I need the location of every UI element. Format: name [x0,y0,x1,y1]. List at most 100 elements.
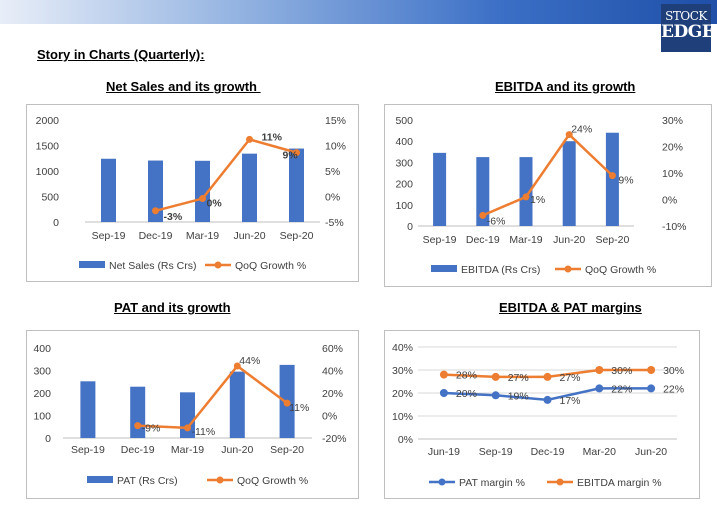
data-label: 11% [289,402,309,414]
line-point [543,372,552,381]
legend-label: QoQ Growth % [235,260,306,272]
margins-chart-svg: 40% 30% 20% 10% 0% Jun-19 Sep-19 Dec-19 Mar-20 Ju… [392,342,684,489]
x-tick-label: Jun-20 [553,234,585,246]
x-tick-label: Sep-19 [92,230,126,242]
data-label: 28% [456,370,477,382]
net-sales-chart-svg: 2000 1500 1000 500 0 15% 10% 5% 0% -5% Sep-19 Dec-1… [36,115,346,272]
ebitda-chart-svg: 500 400 300 200 100 0 30% 20% 10% 0% -10% Sep-19 Dec… [395,115,687,276]
data-label: -3% [164,211,183,223]
line-point [565,131,573,139]
data-label: 20% [456,388,477,400]
x-tick-label: Sep-20 [270,444,304,456]
y2-tick-label: -10% [662,221,687,233]
bar [148,160,163,222]
legend-label: QoQ Growth % [237,475,308,487]
ebitda-chart-title: EBITDA and its growth [495,79,636,94]
line-point [439,370,448,379]
legend-marker [564,265,572,273]
x-tick-label: Mar-19 [509,234,542,246]
y2-tick-label: 30% [662,115,683,127]
header-bar [0,0,717,24]
bar [519,157,533,226]
y2-tick-label: 40% [322,366,343,378]
stockedge-logo: STOCK EDGE [661,4,715,52]
data-label: 22% [611,383,632,395]
net-sales-chart-title: Net Sales and its growth [106,79,261,94]
data-label: 44% [239,355,260,367]
legend-label: PAT margin % [459,477,525,489]
pat-chart-title: PAT and its growth [114,300,231,315]
ebitda-chart: 500 400 300 200 100 0 30% 20% 10% 0% -10% Sep-19 Dec… [384,104,712,287]
margins-chart: 40% 30% 20% 10% 0% Jun-19 Sep-19 Dec-19 Mar-20 Ju… [384,330,700,499]
y-tick-label: 200 [395,179,413,191]
line-point [543,395,552,404]
data-label: -6% [487,215,506,227]
bar [195,160,210,222]
bar [242,153,257,222]
margins-chart-title: EBITDA & PAT margins [499,300,642,315]
line-point [608,172,616,180]
x-tick-label: Jun-20 [233,230,265,242]
legend-marker [214,261,222,269]
y2-tick-label: 10% [325,141,346,153]
x-tick-label: Dec-19 [139,230,173,242]
x-tick-label: Mar-20 [583,446,616,458]
y-tick-label: 300 [395,157,413,169]
line-point [522,193,530,201]
y-tick-label: 1000 [36,166,60,178]
bar [229,371,245,438]
bar [289,148,304,222]
data-label: 9% [283,150,299,162]
y-tick-label: 20% [392,388,413,400]
data-label: 9% [618,175,633,187]
y2-tick-label: 15% [325,115,346,127]
legend-label: PAT (Rs Crs) [117,475,178,487]
bar [562,141,576,226]
data-label: 27% [508,372,529,384]
pat-chart-svg: 400 300 200 100 0 60% 40% 20% 0% -20% Sep-19 Dec-19… [33,343,347,487]
data-label: 30% [663,365,684,377]
x-tick-label: Dec-19 [121,444,155,456]
data-label: 24% [571,124,592,136]
x-tick-label: Jun-19 [428,446,460,458]
line-point [439,389,448,397]
bar [101,158,116,222]
line-point [152,207,159,215]
data-label: 30% [611,365,632,377]
y2-tick-label: -20% [322,433,347,445]
story-title: Story in Charts (Quarterly): [37,47,205,62]
x-tick-label: Sep-19 [71,444,105,456]
y-tick-label: 100 [33,411,51,423]
data-label: 19% [508,390,529,402]
logo-line-2: EDGE [661,22,715,42]
y-tick-label: 400 [33,343,51,355]
y-tick-label: 200 [33,388,51,400]
legend-swatch [87,476,113,483]
legend-swatch [79,261,105,268]
y2-tick-label: 0% [662,195,677,207]
data-label: 1% [530,194,545,206]
legend-label: EBITDA (Rs Crs) [461,264,540,276]
bar [476,157,490,226]
x-tick-label: Dec-19 [466,234,500,246]
data-label: 17% [560,395,581,407]
x-tick-label: Jun-20 [635,446,667,458]
y-tick-label: 400 [395,136,413,148]
legend-label: EBITDA margin % [577,477,662,489]
x-tick-label: Sep-19 [479,446,513,458]
y-tick-label: 1500 [36,141,60,153]
data-label: 22% [663,383,684,395]
y-tick-label: 500 [395,115,413,127]
y2-tick-label: 20% [322,388,343,400]
line-point [184,424,191,432]
y-tick-label: 30% [392,365,413,377]
line-point [199,195,206,203]
y2-tick-label: 0% [325,192,340,204]
data-label: 27% [560,372,581,384]
logo-line-1: STOCK [665,9,707,23]
x-tick-label: Sep-20 [280,230,314,242]
x-tick-label: Sep-19 [423,234,457,246]
legend-label: QoQ Growth % [585,264,656,276]
x-tick-label: Sep-20 [595,234,629,246]
line-point [647,384,656,393]
